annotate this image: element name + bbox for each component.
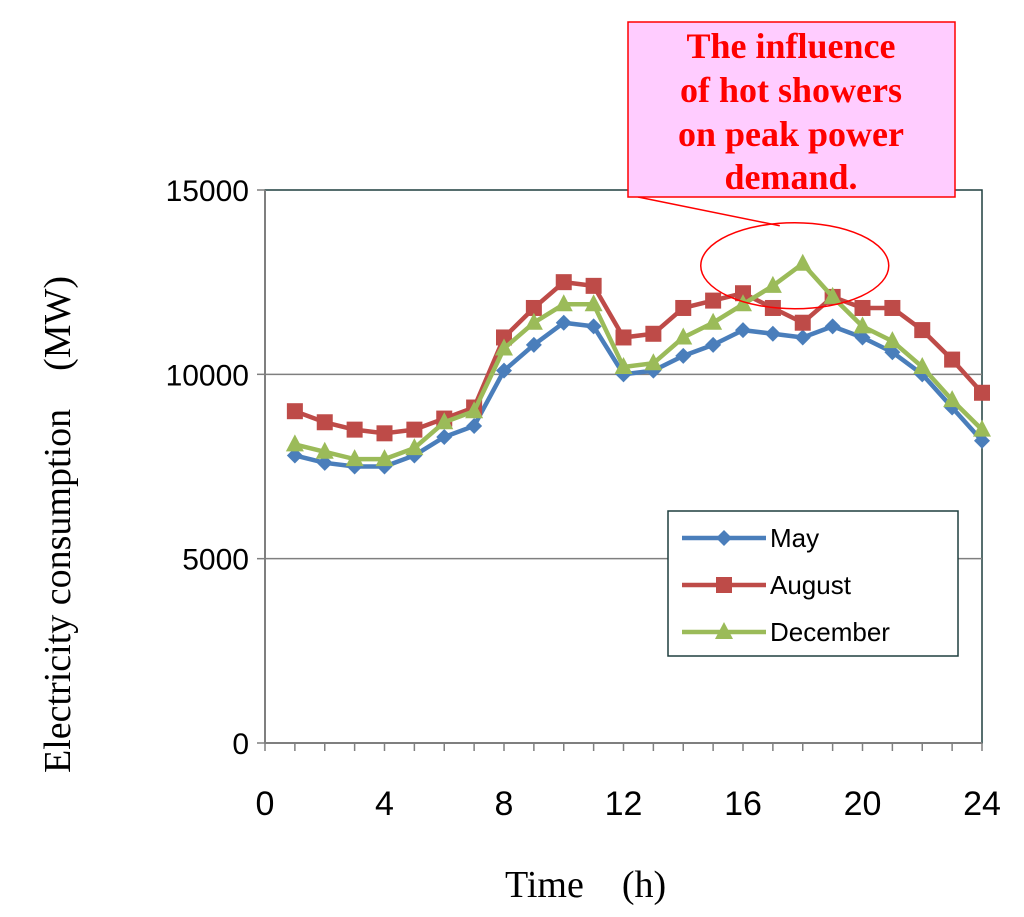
series-layer: [285, 253, 991, 475]
data-point-december: [495, 338, 513, 356]
data-point-august: [525, 299, 542, 316]
data-point-december: [823, 286, 842, 304]
data-point-may: [436, 429, 453, 446]
data-point-august: [794, 314, 811, 331]
data-point-august: [645, 325, 662, 342]
annotation-box: [627, 21, 956, 198]
x-tick-label: 12: [605, 785, 643, 823]
legend-marker: [715, 622, 733, 639]
data-point-december: [853, 316, 872, 334]
y-tick-label: 15000: [166, 175, 249, 208]
annotation: The influence of hot showers on peak pow…: [627, 21, 956, 310]
data-point-december: [345, 449, 364, 467]
annotation-pointer: [637, 196, 780, 227]
data-point-may: [705, 336, 722, 353]
data-point-may: [466, 417, 483, 434]
data-point-may: [316, 454, 333, 471]
data-point-august: [496, 329, 512, 346]
data-point-august: [585, 277, 602, 294]
legend-label: August: [770, 570, 852, 600]
series-line-august: [294, 279, 984, 436]
x-ticks: 0 4 8 12 16 20 24: [256, 743, 1001, 823]
x-axis-title: Time (h): [505, 864, 666, 906]
series-august: [286, 274, 990, 442]
x-tick-label: 0: [256, 785, 275, 823]
data-point-december: [943, 390, 962, 408]
series-may: [286, 314, 990, 475]
data-point-august: [316, 414, 333, 431]
data-point-may: [555, 314, 572, 331]
annotation-line-1: The influence: [686, 26, 895, 66]
x-tick-label: 4: [375, 785, 394, 823]
data-point-december: [435, 412, 454, 430]
data-point-august: [735, 285, 751, 302]
x-tick-label: 16: [724, 785, 762, 823]
data-point-august: [406, 421, 423, 438]
data-point-may: [735, 322, 751, 339]
data-point-december: [584, 294, 603, 312]
data-point-may: [974, 432, 990, 449]
data-point-december: [465, 401, 484, 419]
data-point-december: [614, 356, 633, 374]
data-point-december: [554, 294, 573, 312]
series-line-may: [294, 320, 984, 469]
data-point-august: [854, 299, 871, 316]
annotation-line-2: of hot showers: [680, 70, 902, 110]
data-point-december: [704, 312, 723, 330]
data-point-december: [315, 441, 334, 459]
data-point-december: [913, 356, 932, 374]
data-point-august: [675, 299, 692, 316]
data-point-may: [585, 318, 602, 335]
legend-marker: [716, 577, 732, 593]
y-tick-label: 5000: [182, 544, 249, 577]
data-point-may: [525, 336, 542, 353]
data-point-august: [944, 351, 961, 368]
data-point-december: [285, 434, 304, 452]
y-tick-label: 0: [232, 728, 249, 761]
x-tick-label: 8: [495, 785, 514, 823]
legend: May August December: [667, 510, 959, 657]
data-point-december: [644, 353, 663, 371]
data-point-december: [793, 253, 812, 271]
series-december: [285, 253, 991, 467]
data-point-may: [884, 344, 901, 361]
legend-marker: [716, 530, 732, 546]
data-point-december: [674, 327, 693, 345]
data-point-august: [914, 322, 931, 339]
data-point-may: [854, 329, 871, 346]
data-point-december: [734, 294, 752, 312]
data-point-august: [615, 329, 632, 346]
data-point-may: [764, 325, 781, 342]
y-ticks: 0 5000 10000 15000: [166, 175, 265, 761]
data-point-august: [346, 421, 363, 438]
data-point-may: [675, 347, 692, 364]
data-point-august: [705, 292, 722, 309]
x-tick-label: 20: [844, 785, 882, 823]
data-point-december: [524, 312, 543, 330]
data-point-december: [375, 449, 394, 467]
y-axis-title: Electricity consumption (MW): [37, 276, 79, 773]
data-point-august: [884, 299, 901, 316]
data-point-december: [763, 275, 782, 293]
data-point-may: [794, 329, 811, 346]
data-point-may: [496, 362, 512, 379]
legend-label: December: [770, 617, 890, 647]
data-point-august: [286, 403, 303, 420]
data-point-may: [824, 318, 841, 335]
data-point-december: [405, 438, 424, 456]
legend-label: May: [770, 523, 819, 553]
data-point-august: [974, 384, 990, 401]
data-point-may: [286, 447, 303, 464]
y-tick-label: 10000: [166, 359, 249, 392]
x-tick-label: 24: [963, 785, 1001, 823]
data-point-december: [883, 331, 902, 349]
data-point-august: [376, 425, 393, 442]
annotation-line-4: demand.: [724, 157, 857, 197]
annotation-ellipse: [700, 221, 890, 310]
data-point-august: [555, 274, 572, 291]
annotation-line-3: on peak power: [678, 114, 904, 154]
data-point-december: [973, 419, 991, 437]
